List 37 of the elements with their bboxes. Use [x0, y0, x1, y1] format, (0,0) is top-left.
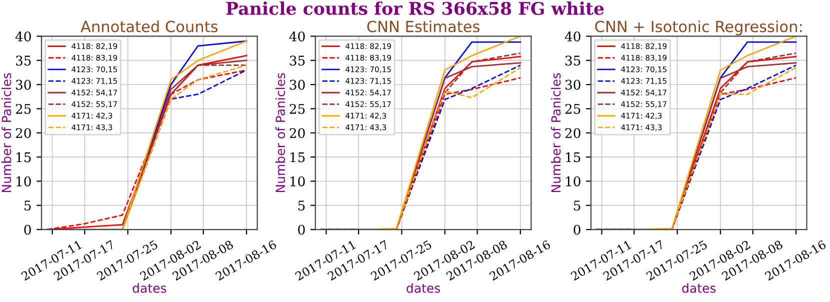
y-tick-label: 10: [290, 176, 305, 186]
y-axis-title: Number of Panicles: [550, 73, 561, 192]
y-tick-label: 10: [566, 176, 580, 186]
y-axis-title: Number of Panicles: [2, 73, 12, 192]
y-tick-label: 20: [290, 128, 305, 138]
chart-title: CNN Estimates: [367, 20, 480, 32]
y-tick-label: 0: [24, 224, 31, 235]
y-tick-label: 40: [15, 31, 31, 42]
y-tick-label: 35: [565, 56, 580, 66]
x-axis-title: dates: [682, 283, 716, 293]
y-tick-label: 35: [16, 56, 31, 66]
y-axis-title: Number of Panicles: [275, 73, 286, 192]
y-tick-label: 20: [565, 128, 580, 138]
chart-title: Annotated Counts: [80, 20, 218, 32]
y-tick-label: 0: [298, 224, 305, 235]
y-tick-label: 25: [16, 104, 31, 114]
y-tick-label: 25: [290, 104, 305, 114]
text: Panicle counts for RS 366x58 FG white: [226, 2, 604, 15]
y-tick-label: 15: [16, 152, 31, 162]
y-tick-label: 0: [574, 224, 580, 235]
y-tick-label: 30: [565, 80, 580, 90]
y-tick-label: 15: [566, 152, 580, 162]
y-tick-label: 10: [16, 176, 31, 186]
y-tick-label: 30: [290, 80, 305, 90]
y-tick-label: 35: [290, 56, 305, 66]
y-tick-label: 20: [16, 128, 31, 138]
x-axis-title: dates: [406, 283, 440, 293]
y-tick-label: 5: [574, 200, 580, 211]
y-tick-label: 25: [565, 104, 580, 114]
chart-title: CNN + Isotonic Regression:: [595, 20, 802, 36]
y-tick-label: 40: [289, 31, 305, 42]
x-axis-title: dates: [132, 283, 166, 293]
y-tick-label: 40: [564, 31, 580, 42]
y-tick-label: 15: [290, 152, 305, 162]
y-tick-label: 5: [24, 200, 31, 211]
y-tick-label: 5: [298, 200, 305, 211]
y-tick-label: 30: [16, 80, 31, 90]
